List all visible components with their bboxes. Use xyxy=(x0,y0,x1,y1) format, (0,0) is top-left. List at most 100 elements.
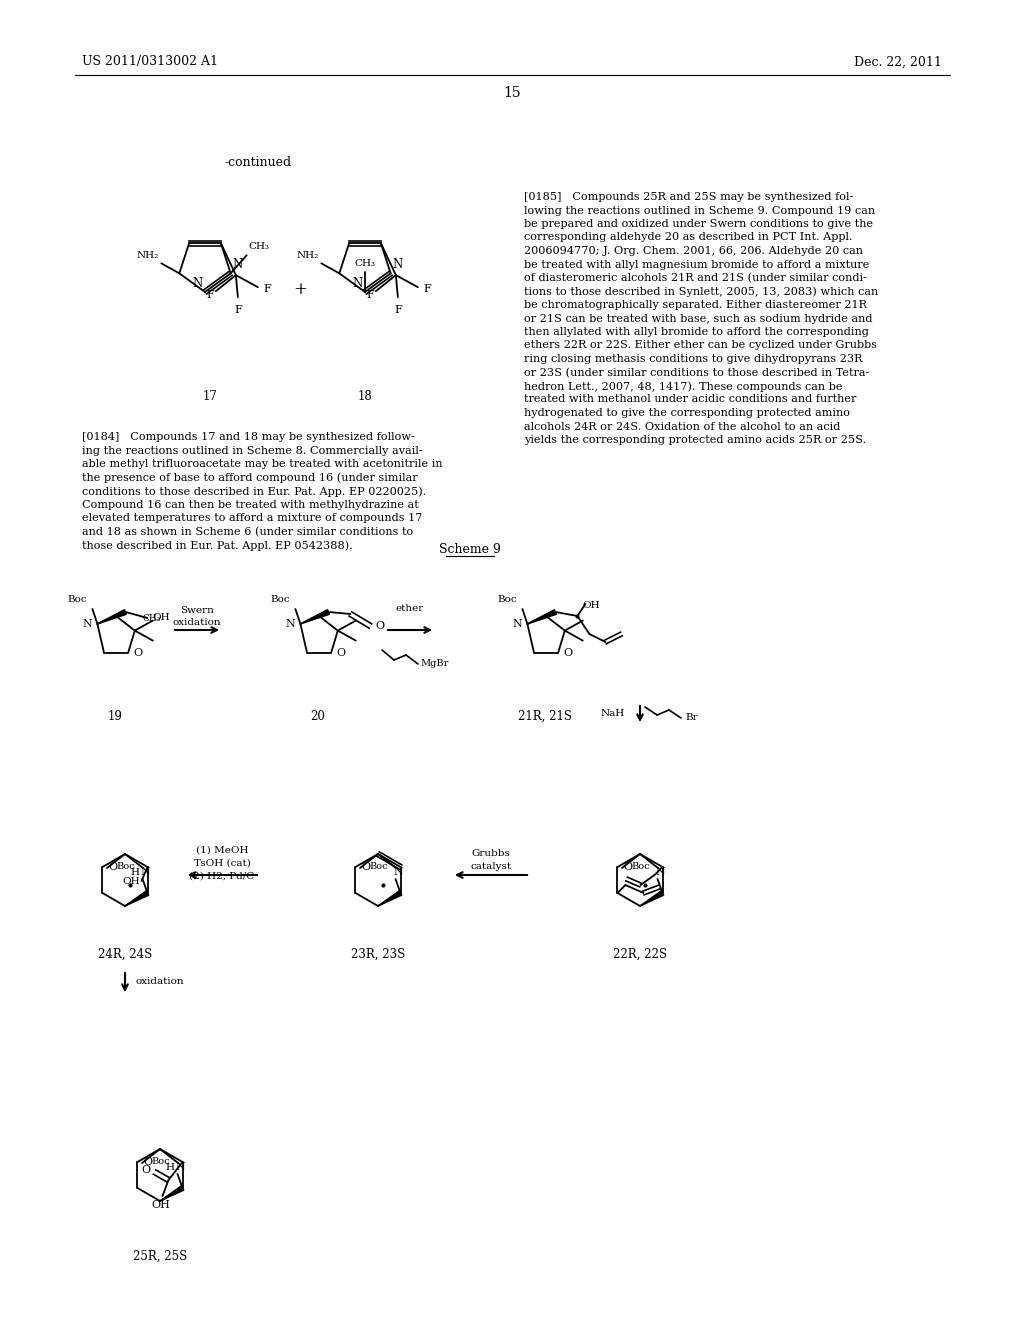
Text: elevated temperatures to afford a mixture of compounds 17: elevated temperatures to afford a mixtur… xyxy=(82,513,423,523)
Text: Boc: Boc xyxy=(68,595,87,605)
Text: F: F xyxy=(206,290,214,300)
Text: of diasteromeric alcohols 21R and 21S (under similar condi-: of diasteromeric alcohols 21R and 21S (u… xyxy=(524,273,867,284)
Text: 22R, 22S: 22R, 22S xyxy=(613,948,667,961)
Text: yields the corresponding protected amino acids 25R or 25S.: yields the corresponding protected amino… xyxy=(524,436,866,445)
Text: N: N xyxy=(140,867,151,876)
Text: O: O xyxy=(109,862,118,873)
Text: Boc: Boc xyxy=(370,862,388,871)
Text: corresponding aldehyde 20 as described in PCT Int. Appl.: corresponding aldehyde 20 as described i… xyxy=(524,232,853,243)
Text: NH₂: NH₂ xyxy=(136,251,159,260)
Text: 2006094770; J. Org. Chem. 2001, 66, 206. Aldehyde 20 can: 2006094770; J. Org. Chem. 2001, 66, 206.… xyxy=(524,246,863,256)
Text: Boc: Boc xyxy=(152,1158,171,1166)
Text: 15: 15 xyxy=(503,86,521,100)
Text: N: N xyxy=(393,867,403,876)
Text: Boc: Boc xyxy=(498,595,517,605)
Text: or 23S (under similar conditions to those described in Tetra-: or 23S (under similar conditions to thos… xyxy=(524,367,869,378)
Text: +: + xyxy=(293,281,307,298)
Text: Swern: Swern xyxy=(180,606,214,615)
Text: tions to those described in Synlett, 2005, 13, 2083) which can: tions to those described in Synlett, 200… xyxy=(524,286,879,297)
Text: lowing the reactions outlined in Scheme 9. Compound 19 can: lowing the reactions outlined in Scheme … xyxy=(524,206,876,215)
Text: N: N xyxy=(286,619,295,630)
Text: O: O xyxy=(563,648,572,657)
Text: F: F xyxy=(264,284,271,294)
Text: F: F xyxy=(366,290,374,300)
Text: 24R, 24S: 24R, 24S xyxy=(98,948,153,961)
Text: TsOH (cat): TsOH (cat) xyxy=(194,859,251,869)
Text: 25R, 25S: 25R, 25S xyxy=(133,1250,187,1263)
Text: oxidation: oxidation xyxy=(173,618,221,627)
Text: be prepared and oxidized under Swern conditions to give the: be prepared and oxidized under Swern con… xyxy=(524,219,873,228)
Polygon shape xyxy=(125,891,148,906)
Text: F: F xyxy=(234,305,242,315)
Text: F: F xyxy=(424,284,432,294)
Text: (2) H2, Pd/C: (2) H2, Pd/C xyxy=(189,873,255,880)
Text: US 2011/0313002 A1: US 2011/0313002 A1 xyxy=(82,55,218,69)
Text: 21R, 21S: 21R, 21S xyxy=(518,710,572,723)
Text: 17: 17 xyxy=(203,389,217,403)
Text: Grubbs: Grubbs xyxy=(472,849,510,858)
Polygon shape xyxy=(640,891,664,906)
Text: Boc: Boc xyxy=(117,862,135,871)
Text: -continued: -continued xyxy=(224,156,292,169)
Text: OH: OH xyxy=(152,1200,170,1210)
Text: Scheme 9: Scheme 9 xyxy=(439,543,501,556)
Text: O: O xyxy=(133,648,142,657)
Text: 18: 18 xyxy=(357,389,373,403)
Text: N: N xyxy=(193,277,203,290)
Text: MgBr: MgBr xyxy=(420,660,449,668)
Text: F: F xyxy=(394,305,401,315)
Text: ether: ether xyxy=(396,605,424,612)
Text: CH₃: CH₃ xyxy=(142,614,161,623)
Polygon shape xyxy=(300,610,330,624)
Text: O: O xyxy=(361,862,371,873)
Text: O: O xyxy=(624,862,633,873)
Text: (1) MeOH: (1) MeOH xyxy=(196,846,248,855)
Text: or 21S can be treated with base, such as sodium hydride and: or 21S can be treated with base, such as… xyxy=(524,314,872,323)
Text: Boc: Boc xyxy=(632,862,650,871)
Text: 20: 20 xyxy=(310,710,326,723)
Text: O: O xyxy=(376,620,385,631)
Text: O: O xyxy=(141,1166,151,1175)
Text: ing the reactions outlined in Scheme 8. Commercially avail-: ing the reactions outlined in Scheme 8. … xyxy=(82,446,423,455)
Text: oxidation: oxidation xyxy=(135,978,183,986)
Text: N: N xyxy=(352,277,362,290)
Text: alcohols 24R or 24S. Oxidation of the alcohol to an acid: alcohols 24R or 24S. Oxidation of the al… xyxy=(524,421,841,432)
Text: H: H xyxy=(166,1163,174,1172)
Text: N: N xyxy=(392,259,402,272)
Text: and 18 as shown in Scheme 6 (under similar conditions to: and 18 as shown in Scheme 6 (under simil… xyxy=(82,527,414,537)
Text: NH₂: NH₂ xyxy=(296,251,318,260)
Text: Dec. 22, 2011: Dec. 22, 2011 xyxy=(854,55,942,69)
Text: O: O xyxy=(336,648,345,657)
Text: those described in Eur. Pat. Appl. EP 0542388).: those described in Eur. Pat. Appl. EP 05… xyxy=(82,540,352,550)
Text: ring closing methasis conditions to give dihydropyrans 23R: ring closing methasis conditions to give… xyxy=(524,354,862,364)
Text: hydrogenated to give the corresponding protected amino: hydrogenated to give the corresponding p… xyxy=(524,408,850,418)
Text: CH₃: CH₃ xyxy=(249,243,269,251)
Polygon shape xyxy=(97,610,126,624)
Text: the presence of base to afford compound 16 (under similar: the presence of base to afford compound … xyxy=(82,473,418,483)
Text: Br: Br xyxy=(685,714,697,722)
Text: H: H xyxy=(130,869,139,876)
Text: N: N xyxy=(513,619,522,630)
Text: catalyst: catalyst xyxy=(470,862,512,871)
Text: OH: OH xyxy=(583,602,600,610)
Text: [0185]   Compounds 25R and 25S may be synthesized fol-: [0185] Compounds 25R and 25S may be synt… xyxy=(524,191,853,202)
Text: N: N xyxy=(655,867,666,876)
Polygon shape xyxy=(160,1185,183,1201)
Text: then allylated with allyl bromide to afford the corresponding: then allylated with allyl bromide to aff… xyxy=(524,327,869,337)
Text: O: O xyxy=(143,1158,153,1167)
Text: Compound 16 can then be treated with methylhydrazine at: Compound 16 can then be treated with met… xyxy=(82,499,419,510)
Text: 23R, 23S: 23R, 23S xyxy=(351,948,406,961)
Text: treated with methanol under acidic conditions and further: treated with methanol under acidic condi… xyxy=(524,395,856,404)
Text: able methyl trifluoroacetate may be treated with acetonitrile in: able methyl trifluoroacetate may be trea… xyxy=(82,459,442,469)
Text: NaH: NaH xyxy=(601,709,625,718)
Text: N: N xyxy=(232,259,243,272)
Text: ethers 22R or 22S. Either ether can be cyclized under Grubbs: ethers 22R or 22S. Either ether can be c… xyxy=(524,341,877,351)
Text: be chromatographically separated. Either diastereomer 21R: be chromatographically separated. Either… xyxy=(524,300,867,310)
Text: OH: OH xyxy=(153,614,170,623)
Text: OH: OH xyxy=(122,876,139,886)
Text: N: N xyxy=(83,619,92,630)
Text: Boc: Boc xyxy=(270,595,291,605)
Text: [0184]   Compounds 17 and 18 may be synthesized follow-: [0184] Compounds 17 and 18 may be synthe… xyxy=(82,432,415,442)
Text: CH₃: CH₃ xyxy=(354,259,376,268)
Text: N: N xyxy=(176,1162,185,1172)
